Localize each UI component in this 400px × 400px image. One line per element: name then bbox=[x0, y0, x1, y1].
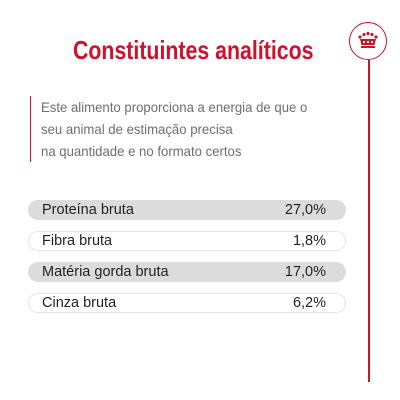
table-row: Fibra bruta 1,8% bbox=[28, 231, 346, 251]
accent-divider-line bbox=[368, 60, 370, 382]
intro-line: na quantidade e no formato certos bbox=[41, 143, 242, 159]
intro-line: Este alimento proporciona a energia de q… bbox=[41, 99, 308, 115]
row-label: Matéria gorda bruta bbox=[42, 264, 169, 280]
royal-crown-icon bbox=[358, 31, 378, 48]
row-value: 17,0% bbox=[284, 264, 326, 280]
row-value: 6,2% bbox=[292, 295, 326, 311]
row-value: 27,0% bbox=[284, 202, 326, 218]
row-label: Cinza bruta bbox=[42, 295, 117, 311]
row-label: Fibra bruta bbox=[42, 233, 113, 249]
row-value: 1,8% bbox=[292, 233, 326, 249]
page-title: Constituintes analíticos bbox=[73, 35, 314, 65]
table-row: Proteína bruta 27,0% bbox=[28, 200, 346, 220]
intro-line: seu animal de estimação precisa bbox=[41, 121, 233, 137]
row-label: Proteína bruta bbox=[42, 202, 134, 218]
constituents-table: Proteína bruta 27,0% Fibra bruta 1,8% Ma… bbox=[28, 200, 346, 324]
table-row: Matéria gorda bruta 17,0% bbox=[28, 262, 346, 282]
table-row: Cinza bruta 6,2% bbox=[28, 293, 346, 313]
brand-badge bbox=[349, 22, 387, 60]
intro-text: Este alimento proporciona a energia de q… bbox=[30, 96, 341, 162]
